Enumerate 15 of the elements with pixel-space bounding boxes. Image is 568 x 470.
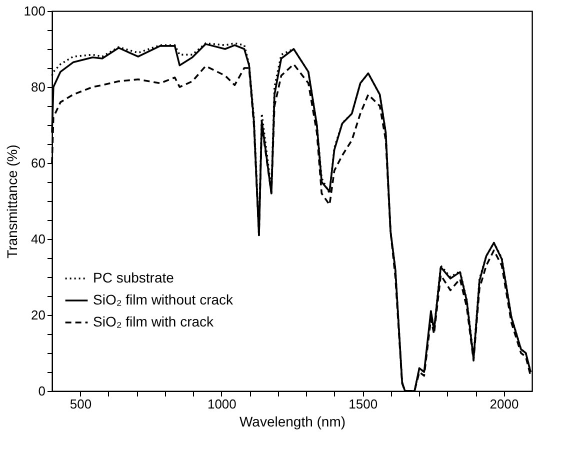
y-tick-label: 20 xyxy=(31,308,46,322)
legend-label: SiO₂ film with crack xyxy=(93,314,215,330)
y-tick-label: 60 xyxy=(31,156,46,170)
y-axis-title: Transmittance (%) xyxy=(4,144,20,258)
x-tick-label: 2000 xyxy=(490,396,519,412)
x-tick-label: 500 xyxy=(70,396,92,412)
x-tick-label: 1500 xyxy=(348,396,378,412)
x-tick-label: 1000 xyxy=(207,396,236,412)
legend-label: PC substrate xyxy=(93,270,174,286)
y-tick-label: 40 xyxy=(31,232,46,246)
x-axis-title: Wavelength (nm) xyxy=(239,414,346,430)
y-tick-label: 80 xyxy=(31,80,46,94)
y-tick-label: 0 xyxy=(38,384,46,398)
y-tick-label: 100 xyxy=(24,4,46,18)
legend-label: SiO₂ film without crack xyxy=(93,292,234,308)
